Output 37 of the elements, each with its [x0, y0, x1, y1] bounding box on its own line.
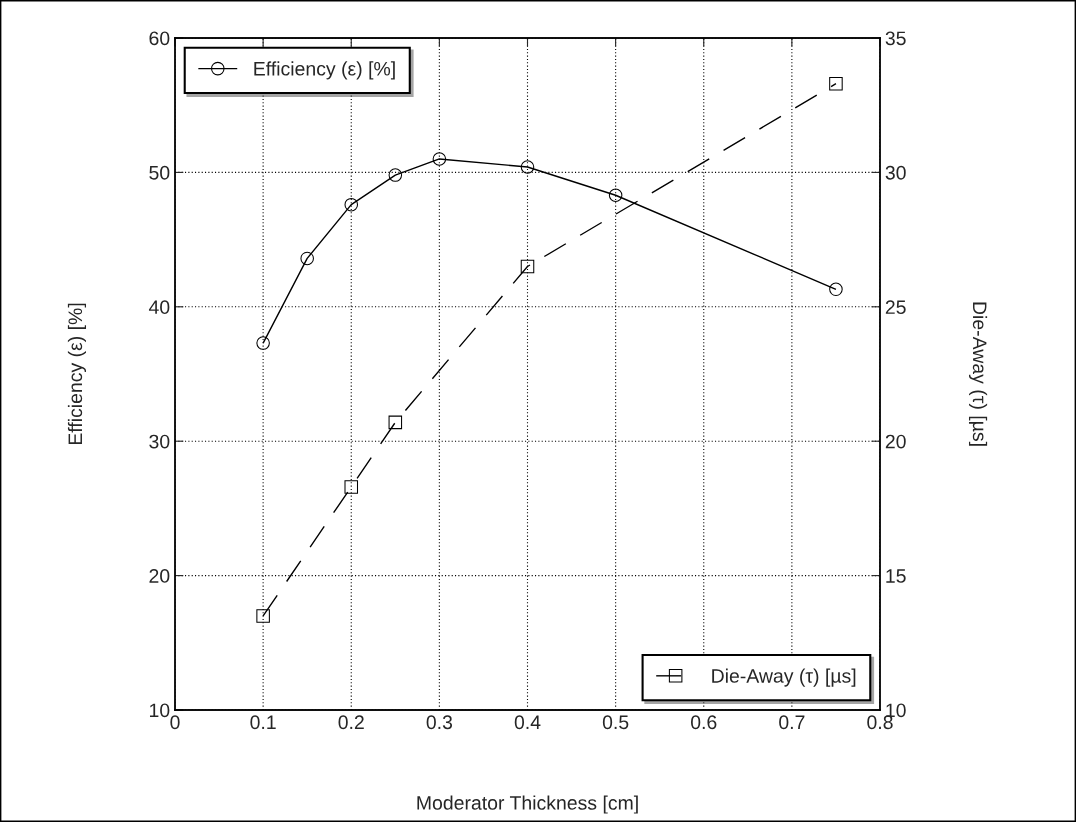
- y2-axis-title: Die-Away (τ) [µs]: [968, 302, 988, 446]
- x-tick-label: 0: [170, 715, 180, 730]
- y-tick-label: 30: [149, 434, 170, 449]
- x-tick-label: 0.5: [602, 715, 629, 730]
- y2-tick-label: 25: [885, 300, 906, 315]
- point: [256, 609, 270, 623]
- point: [608, 188, 623, 203]
- point: [256, 336, 270, 350]
- point: [520, 160, 535, 174]
- x-tick-label: 0.2: [338, 715, 364, 730]
- point: [520, 259, 535, 274]
- point: [829, 76, 843, 91]
- y-tick-label: 40: [148, 300, 170, 315]
- point: [388, 168, 403, 182]
- y2-tick-label: 35: [885, 31, 906, 46]
- point: [829, 282, 843, 297]
- y-tick-label: 10: [150, 703, 170, 718]
- point: [344, 480, 359, 494]
- x-tick-label: 0.3: [426, 715, 453, 730]
- x-tick-label: 0.6: [691, 715, 717, 730]
- point: [300, 251, 314, 266]
- y-tick-label: 20: [149, 569, 170, 583]
- legend-label: Die-Away (τ) [µs]: [712, 668, 856, 687]
- y2-tick-label: 30: [885, 165, 906, 180]
- point: [344, 197, 359, 212]
- y-tick-label: 60: [149, 31, 170, 46]
- point: [432, 152, 447, 166]
- point: [388, 415, 403, 430]
- y-tick-label: 50: [149, 165, 170, 180]
- legend-label: Efficiency (ε) [%]: [254, 61, 395, 80]
- x-tick-label: 0.7: [779, 715, 805, 730]
- x-axis-title: Moderator Thickness [cm]: [417, 795, 638, 814]
- y2-tick-label: 20: [885, 434, 906, 449]
- y2-tick-label: 15: [886, 569, 906, 583]
- x-tick-label: 0.1: [250, 715, 276, 730]
- x-tick-label: 0.4: [514, 715, 541, 730]
- y-axis-title: Efficiency (ε) [%]: [67, 303, 87, 445]
